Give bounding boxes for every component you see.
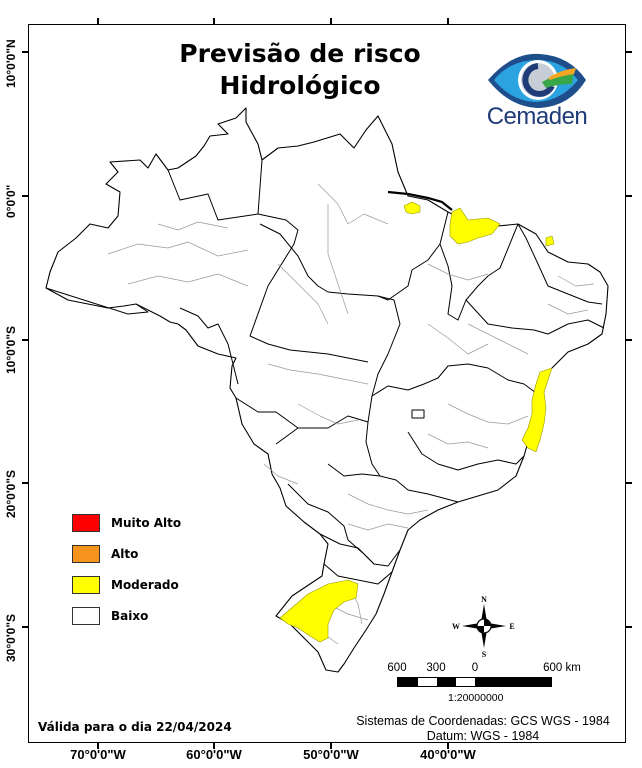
tick-top: [330, 18, 332, 24]
legend-swatch-orange: [72, 544, 100, 563]
crs-line-1: Sistemas de Coordenadas: GCS WGS - 1984: [356, 714, 610, 728]
tick-left: [22, 626, 28, 628]
tick-bottom: [330, 743, 332, 749]
moderado-region-maranhao: [449, 207, 501, 245]
longitude-label: 60°0'0"W: [186, 747, 242, 762]
tick-top: [97, 18, 99, 24]
scale-label: 600: [387, 662, 407, 674]
scale-label: 300: [426, 662, 446, 674]
crs-line-2: Datum: WGS - 1984: [426, 729, 540, 743]
tick-left: [22, 339, 28, 341]
legend-item-baixo: Baixo: [72, 600, 181, 631]
latitude-label: 30°0'0"S: [4, 613, 18, 662]
tick-right: [626, 626, 632, 628]
latitude-label: 0°0'0": [4, 184, 18, 218]
scale-ratio: 1:20000000: [448, 692, 504, 704]
svg-text:W: W: [452, 622, 460, 631]
legend-swatch-red: [72, 513, 100, 532]
scale-label: 600 km: [543, 662, 581, 674]
longitude-label: 40°0'0"W: [420, 747, 476, 762]
scale-label: 0: [471, 662, 479, 674]
tick-left: [22, 195, 28, 197]
coordinate-system-info: Sistemas de Coordenadas: GCS WGS - 1984 …: [348, 714, 618, 744]
legend-item-alto: Alto: [72, 538, 181, 569]
moderado-region-ceara: [545, 235, 555, 247]
legend-label: Baixo: [111, 608, 149, 623]
tick-bottom: [97, 743, 99, 749]
logo-text: Cemaden: [486, 103, 588, 130]
svg-text:S: S: [482, 650, 487, 658]
north-arrow-compass-icon: N S W E: [452, 595, 515, 658]
title-line-1: Previsão de risco: [179, 39, 421, 68]
tick-right: [626, 339, 632, 341]
latitude-label: 10°0'0"N: [4, 39, 18, 88]
svg-text:E: E: [509, 622, 514, 631]
moderado-region-rs: [279, 579, 359, 643]
moderado-region-bahia-coast: [521, 367, 553, 453]
tick-bottom: [447, 743, 449, 749]
tick-right: [626, 195, 632, 197]
tick-bottom: [213, 743, 215, 749]
legend-item-moderado: Moderado: [72, 569, 181, 600]
moderado-region-para: [403, 201, 421, 215]
tick-top: [213, 18, 215, 24]
tick-left: [22, 482, 28, 484]
title-line-2: Hidrológico: [219, 71, 381, 100]
map-title: Previsão de risco Hidrológico: [150, 38, 450, 102]
legend: Muito Alto Alto Moderado Baixo: [72, 507, 181, 631]
legend-label: Moderado: [111, 577, 179, 592]
tick-right: [626, 482, 632, 484]
legend-swatch-yellow: [72, 575, 100, 594]
legend-swatch-white: [72, 606, 100, 625]
latitude-label: 10°0'0"S: [4, 325, 18, 374]
tick-top: [447, 18, 449, 24]
legend-label: Muito Alto: [111, 515, 182, 530]
legend-label: Alto: [111, 546, 139, 561]
cemaden-logo-icon: [488, 53, 586, 108]
brazil-map: [45, 107, 609, 673]
longitude-label: 70°0'0"W: [70, 747, 126, 762]
latitude-label: 20°0'0"S: [4, 469, 18, 518]
tick-left: [22, 51, 28, 53]
svg-text:N: N: [481, 595, 487, 604]
scale-bar: [397, 677, 552, 687]
tick-right: [626, 51, 632, 53]
validity-date: Válida para o dia 22/04/2024: [38, 720, 232, 734]
longitude-label: 50°0'0"W: [303, 747, 359, 762]
legend-item-muito-alto: Muito Alto: [72, 507, 181, 538]
